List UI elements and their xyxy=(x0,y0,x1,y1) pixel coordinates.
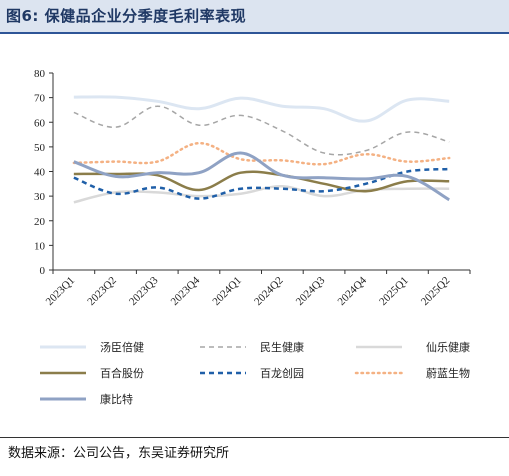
x-tick-label: 2024Q2 xyxy=(252,274,286,308)
x-tick-label: 2024Q4 xyxy=(335,274,369,308)
chart-series-lines xyxy=(72,95,451,204)
x-tick-label: 2023Q1 xyxy=(44,274,78,308)
y-tick-label: 60 xyxy=(34,117,46,129)
series-line-4 xyxy=(73,170,450,193)
y-tick-label: 80 xyxy=(34,68,46,80)
legend-label: 蔚蓝生物 xyxy=(426,366,470,380)
y-tick-label: 40 xyxy=(34,167,46,179)
x-tick-label: 2023Q2 xyxy=(85,274,119,308)
series-line-6 xyxy=(72,141,451,166)
y-tick-label: 20 xyxy=(34,216,46,228)
title-band xyxy=(0,0,509,32)
series-line-5 xyxy=(73,167,450,200)
x-tick-label: 2024Q1 xyxy=(210,274,244,308)
series-line-7 xyxy=(73,151,450,202)
x-tick-label: 2025Q1 xyxy=(377,274,411,308)
series-line-2 xyxy=(73,105,450,156)
legend-label: 百合股份 xyxy=(100,366,144,380)
y-tick-label: 10 xyxy=(34,240,46,252)
x-tick-label: 2023Q4 xyxy=(169,274,203,308)
y-tick-label: 50 xyxy=(34,142,46,154)
legend-label: 百龙创园 xyxy=(260,367,304,380)
figure-title: 图6: 保健品企业分季度毛利率表现 xyxy=(6,7,247,25)
legend-label: 民生健康 xyxy=(260,340,304,354)
y-tick-label: 70 xyxy=(34,93,46,105)
x-tick-label: 2025Q2 xyxy=(419,274,453,308)
x-tick-label: 2024Q3 xyxy=(294,274,328,308)
legend-label: 仙乐健康 xyxy=(426,340,470,354)
source-note: 数据来源：公司公告，东吴证券研究所 xyxy=(8,446,230,461)
footer-rule xyxy=(0,437,509,438)
x-tick-label: 2023Q3 xyxy=(127,274,161,308)
line-chart: 0 10 20 30 40 50 60 70 80 2023Q1 2023Q2 2023Q3 2023Q… xyxy=(34,68,471,406)
title-underline xyxy=(0,32,509,34)
series-line-3 xyxy=(73,185,450,204)
y-tick-label: 0 xyxy=(40,265,46,277)
legend-label: 汤臣倍健 xyxy=(100,340,144,354)
legend-label: 康比特 xyxy=(100,392,133,406)
y-tick-label: 30 xyxy=(34,191,46,203)
series-line-1 xyxy=(73,95,450,123)
